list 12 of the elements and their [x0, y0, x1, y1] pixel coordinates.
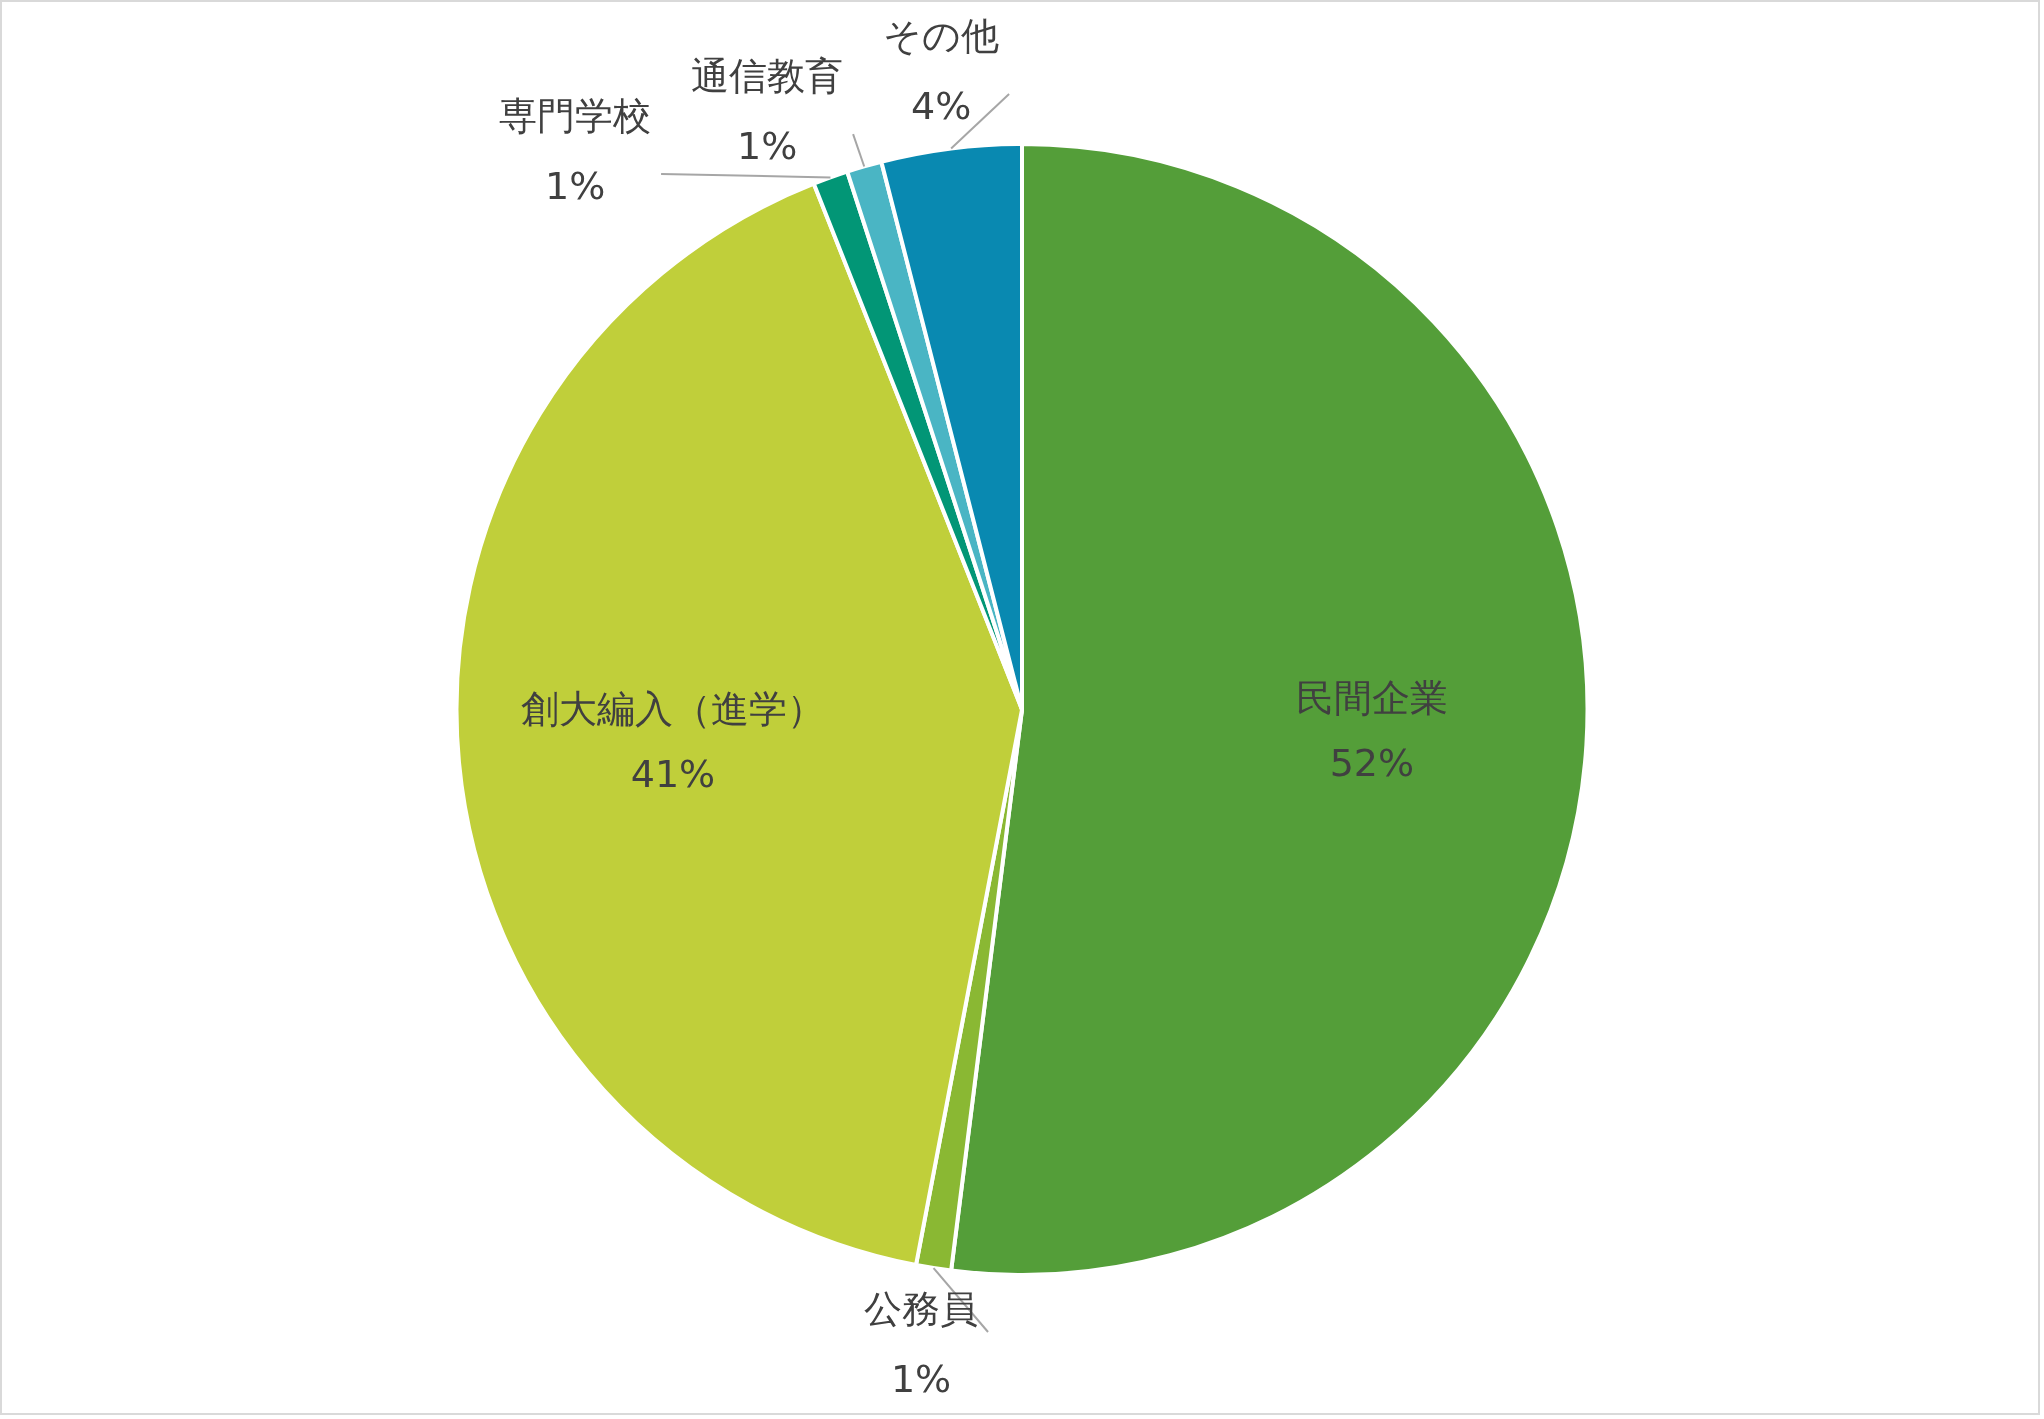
- data-label: 1%: [890, 1356, 952, 1401]
- slice-label: 通信教育: [691, 53, 844, 98]
- slice-label: 専門学校: [499, 93, 652, 138]
- data-label: 4%: [910, 83, 972, 128]
- slice-label: 創大編入（進学）: [520, 687, 825, 732]
- slice-label: 公務員: [864, 1286, 979, 1331]
- slice-label: その他: [883, 13, 1000, 58]
- data-label: 1%: [736, 123, 798, 168]
- data-label: 52%: [1329, 741, 1415, 786]
- slice-label: 民間企業: [1295, 676, 1448, 721]
- data-label: 1%: [544, 163, 606, 208]
- data-label: 41%: [630, 752, 716, 797]
